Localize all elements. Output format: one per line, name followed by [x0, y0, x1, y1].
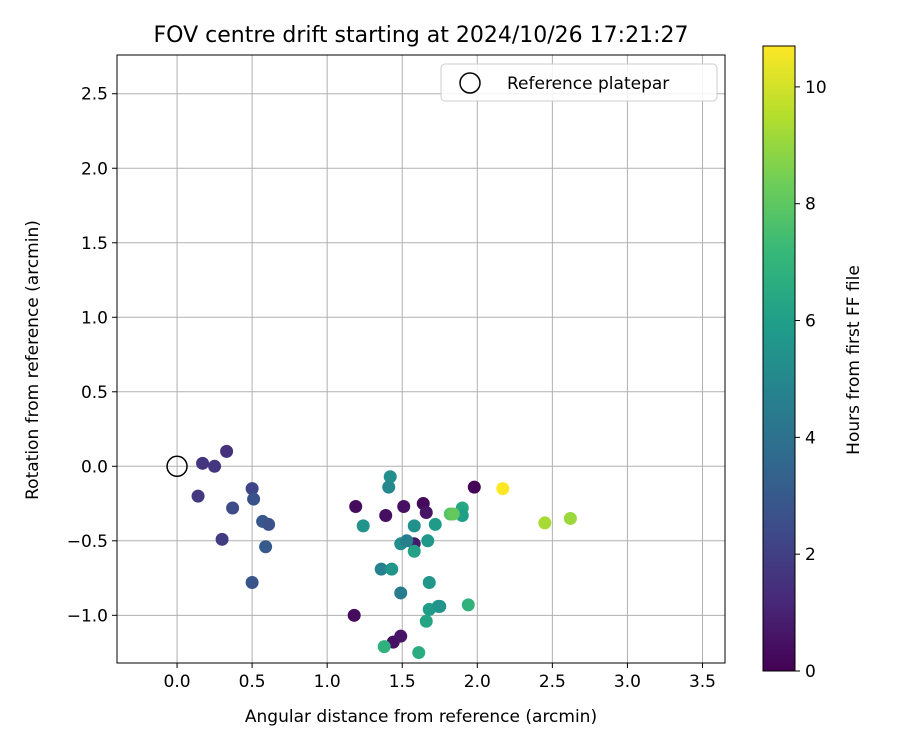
y-tick-label: −1.0: [67, 606, 108, 626]
colorbar-tick-label: 8: [805, 195, 816, 215]
colorbar-tick-label: 6: [805, 312, 816, 332]
y-axis-ticks: −1.0 −0.5 0.0 0.5 1.0 1.5 2.0 2.5: [67, 85, 117, 626]
y-tick-label: 1.0: [81, 308, 108, 328]
colorbar-label: Hours from first FF file: [844, 265, 864, 455]
data-point: [496, 482, 510, 496]
colorbar-tick-label: 10: [805, 78, 827, 98]
data-point: [394, 586, 408, 600]
legend: Reference platepar: [440, 63, 718, 102]
data-point: [382, 480, 396, 494]
data-point: [461, 598, 475, 612]
chart-title: FOV centre drift starting at 2024/10/26 …: [154, 23, 689, 48]
data-point: [226, 501, 240, 515]
data-point: [259, 540, 273, 554]
colorbar-frame: [762, 45, 796, 672]
colorbar-tick-label: 0: [805, 662, 816, 682]
data-point: [407, 519, 421, 533]
data-point: [467, 480, 481, 494]
data-point: [220, 444, 234, 458]
data-point: [247, 492, 261, 506]
data-point: [419, 614, 433, 628]
data-point: [379, 508, 393, 522]
data-point: [245, 482, 259, 496]
data-point: [422, 576, 436, 590]
data-point: [383, 470, 397, 484]
data-point: [394, 629, 408, 643]
x-tick-label: 0.0: [164, 672, 191, 692]
data-point: [421, 534, 435, 548]
grid-lines: [117, 55, 725, 663]
reference-platepar-marker: [166, 455, 188, 478]
data-point: [433, 599, 447, 613]
x-axis-label: Angular distance from reference (arcmin): [245, 707, 597, 727]
data-point: [397, 500, 411, 514]
data-point: [356, 519, 370, 533]
data-point: [377, 640, 391, 654]
data-point: [428, 517, 442, 531]
x-tick-label: 0.5: [239, 672, 266, 692]
x-tick-label: 3.5: [689, 672, 716, 692]
plot-frame: [116, 54, 726, 664]
data-point: [349, 500, 363, 514]
data-point: [412, 646, 426, 660]
data-points: [191, 444, 577, 660]
y-tick-label: 2.5: [81, 85, 108, 105]
colorbar: 0 2 4 6 8 10 Hours from first FF file: [762, 45, 864, 682]
data-point: [446, 507, 460, 521]
data-point: [196, 456, 210, 470]
data-point: [208, 459, 222, 473]
data-point: [374, 562, 388, 576]
data-point: [385, 562, 399, 576]
data-point: [419, 505, 433, 519]
data-point: [262, 517, 276, 531]
y-tick-label: 0.5: [81, 383, 108, 403]
y-tick-label: 2.0: [81, 159, 108, 179]
legend-entry-label: Reference platepar: [507, 74, 669, 94]
legend-box: [440, 63, 718, 102]
data-point: [538, 516, 552, 530]
data-point: [563, 511, 577, 525]
x-tick-label: 1.0: [314, 672, 341, 692]
data-point: [191, 489, 205, 503]
x-tick-label: 2.0: [464, 672, 491, 692]
y-axis-label: Rotation from reference (arcmin): [23, 220, 43, 500]
x-tick-label: 2.5: [539, 672, 566, 692]
reference-marker-layer: [166, 455, 188, 478]
colorbar-ticks: 0 2 4 6 8 10: [795, 78, 827, 682]
colorbar-gradient: [763, 46, 795, 671]
open-circle-icon: [459, 72, 481, 94]
data-point: [347, 608, 361, 622]
x-tick-label: 3.0: [614, 672, 641, 692]
y-tick-label: 0.0: [81, 457, 108, 477]
y-tick-label: 1.5: [81, 234, 108, 254]
data-point: [245, 576, 259, 590]
colorbar-tick-label: 4: [805, 428, 816, 448]
data-point: [407, 544, 421, 558]
data-point: [215, 532, 229, 546]
y-tick-label: −0.5: [67, 532, 108, 552]
data-point: [400, 534, 414, 548]
x-axis-ticks: 0.0 0.5 1.0 1.5 2.0 2.5 3.0 3.5: [164, 663, 716, 692]
colorbar-tick-label: 2: [805, 545, 816, 565]
x-tick-label: 1.5: [389, 672, 416, 692]
